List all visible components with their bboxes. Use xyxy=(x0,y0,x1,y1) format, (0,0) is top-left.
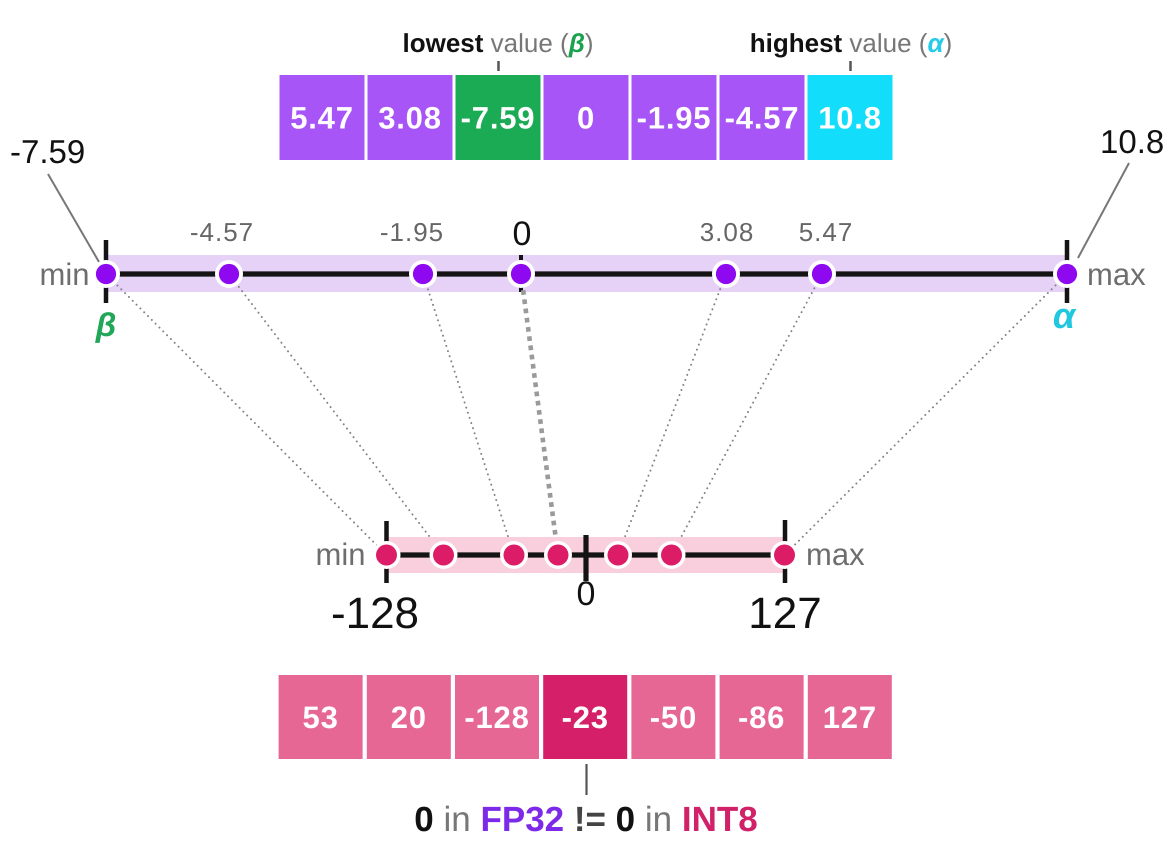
svg-text:min: min xyxy=(316,537,366,572)
svg-text:-1.95: -1.95 xyxy=(380,217,444,247)
svg-text:-128: -128 xyxy=(464,700,529,735)
svg-text:max: max xyxy=(1087,257,1146,292)
svg-text:127: 127 xyxy=(823,700,877,735)
svg-text:0: 0 xyxy=(577,575,596,613)
svg-text:10.8: 10.8 xyxy=(1100,123,1164,160)
svg-text:α: α xyxy=(1053,295,1077,336)
svg-text:3.08: 3.08 xyxy=(700,217,755,247)
svg-text:-86: -86 xyxy=(738,700,785,735)
svg-text:min: min xyxy=(40,257,90,292)
svg-text:127: 127 xyxy=(748,589,821,638)
svg-text:β: β xyxy=(95,306,116,343)
svg-text:0 in FP32 != 0 in INT8: 0 in FP32 != 0 in INT8 xyxy=(414,800,757,839)
svg-text:53: 53 xyxy=(303,700,339,735)
svg-text:lowest value (β): lowest value (β) xyxy=(403,28,594,58)
svg-text:10.8: 10.8 xyxy=(818,101,882,136)
svg-text:max: max xyxy=(806,537,865,572)
svg-text:0: 0 xyxy=(513,215,532,253)
svg-text:20: 20 xyxy=(391,700,427,735)
svg-text:5.47: 5.47 xyxy=(799,217,854,247)
svg-text:0: 0 xyxy=(577,101,595,136)
svg-text:-1.95: -1.95 xyxy=(637,101,712,136)
svg-text:-4.57: -4.57 xyxy=(725,101,800,136)
svg-text:highest value (α): highest value (α) xyxy=(750,28,953,58)
svg-text:-128: -128 xyxy=(331,589,419,638)
svg-text:-7.59: -7.59 xyxy=(461,101,536,136)
svg-text:3.08: 3.08 xyxy=(378,101,442,136)
svg-text:-50: -50 xyxy=(650,700,697,735)
svg-text:5.47: 5.47 xyxy=(290,101,354,136)
svg-text:-4.57: -4.57 xyxy=(190,217,254,247)
svg-text:-23: -23 xyxy=(562,700,609,735)
svg-text:-7.59: -7.59 xyxy=(10,133,85,170)
